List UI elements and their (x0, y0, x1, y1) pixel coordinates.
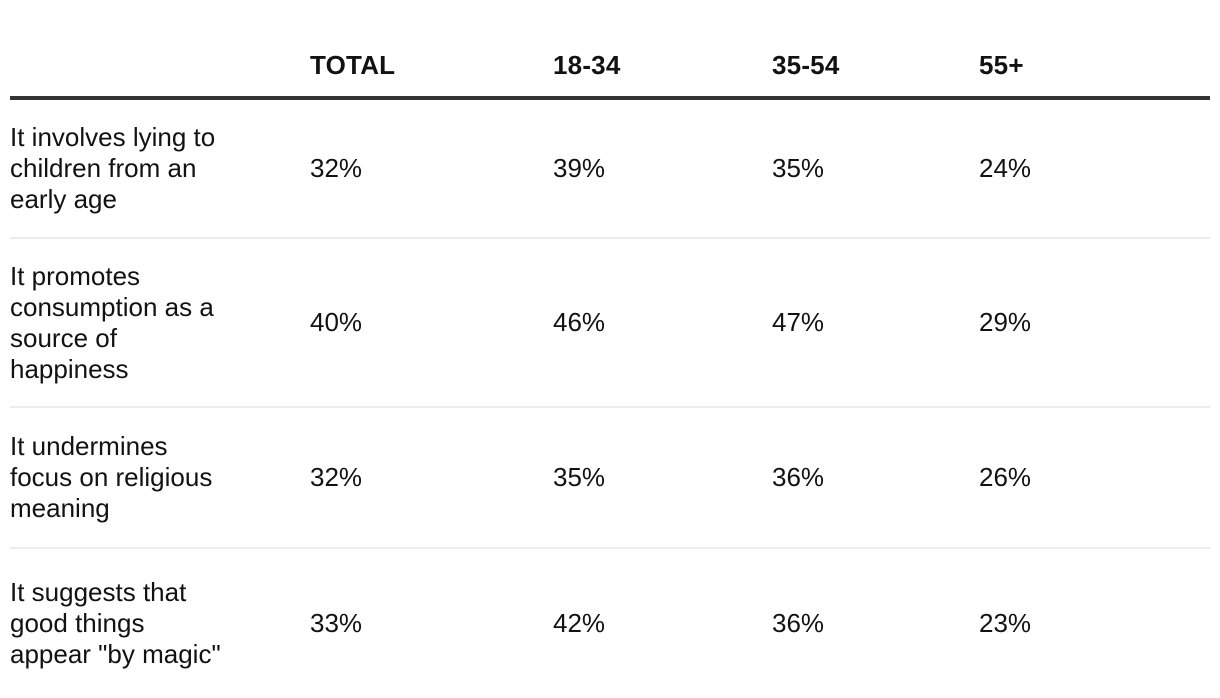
value-cell: 29% (979, 307, 1032, 337)
row-label: It undermines focus on religious meaning (10, 431, 213, 523)
age-breakdown-table: TOTAL 18-34 35-54 55+ It involves lying … (10, 0, 1210, 698)
column-header-18-34: 18-34 (553, 50, 621, 80)
row-label: It promotes consumption as a source of h… (10, 260, 214, 384)
table-row: It involves lying to children from an ea… (10, 100, 1210, 239)
column-header-total: TOTAL (310, 50, 396, 80)
value-cell: 32% (310, 153, 363, 183)
value-cell: 47% (772, 307, 825, 337)
value-cell: 32% (310, 462, 363, 492)
value-cell: 35% (553, 462, 606, 492)
value-cell: 36% (772, 462, 825, 492)
table-row: It promotes consumption as a source of h… (10, 239, 1210, 408)
value-cell: 36% (772, 608, 825, 638)
value-cell: 42% (553, 608, 606, 638)
table-header-row: TOTAL 18-34 35-54 55+ (10, 0, 1210, 100)
value-cell: 23% (979, 608, 1032, 638)
header-spacer (10, 45, 310, 81)
value-cell: 26% (979, 462, 1032, 492)
value-cell: 46% (553, 307, 606, 337)
row-label: It suggests that good things appear "by … (10, 577, 221, 669)
value-cell: 24% (979, 153, 1032, 183)
table-row: It suggests that good things appear "by … (10, 549, 1210, 698)
row-label: It involves lying to children from an ea… (10, 122, 216, 214)
value-cell: 35% (772, 153, 825, 183)
value-cell: 39% (553, 153, 606, 183)
value-cell: 40% (310, 307, 363, 337)
column-header-55plus: 55+ (979, 50, 1024, 80)
table-row: It undermines focus on religious meaning… (10, 408, 1210, 549)
column-header-35-54: 35-54 (772, 50, 840, 80)
value-cell: 33% (310, 608, 363, 638)
